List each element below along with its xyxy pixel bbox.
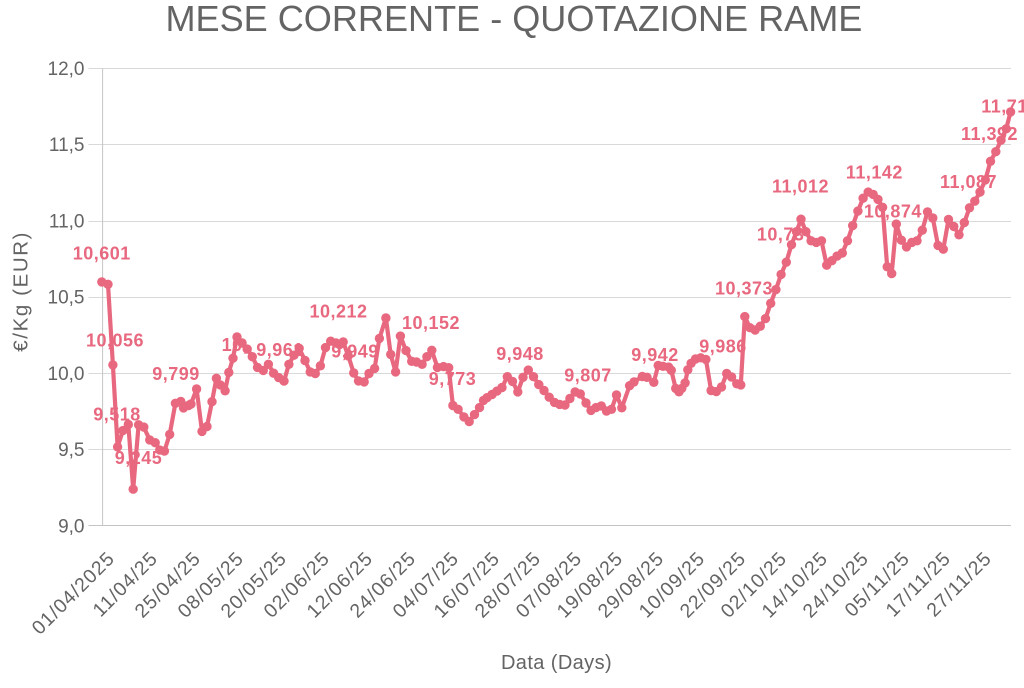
- svg-text:12,0: 12,0: [48, 59, 85, 80]
- svg-text:11,5: 11,5: [49, 135, 85, 156]
- svg-text:9,799: 9,799: [152, 364, 200, 384]
- svg-text:10,373: 10,373: [715, 279, 773, 299]
- svg-text:9,942: 9,942: [631, 345, 679, 365]
- svg-text:9,986: 9,986: [699, 337, 747, 357]
- svg-text:10,152: 10,152: [402, 313, 460, 333]
- svg-text:10,874: 10,874: [864, 201, 922, 221]
- svg-text:9,773: 9,773: [429, 369, 477, 389]
- svg-text:11,012: 11,012: [772, 177, 829, 197]
- svg-text:9,807: 9,807: [564, 366, 612, 386]
- svg-text:11,716: 11,716: [981, 97, 1024, 117]
- svg-text:10,056: 10,056: [86, 331, 144, 351]
- svg-text:10,601: 10,601: [73, 244, 131, 264]
- svg-text:11,0: 11,0: [49, 211, 85, 232]
- svg-text:Data (Days): Data (Days): [501, 652, 612, 674]
- svg-text:9,245: 9,245: [115, 448, 163, 468]
- svg-text:€/Kg (EUR): €/Kg (EUR): [10, 231, 33, 352]
- svg-text:10,0: 10,0: [48, 364, 85, 385]
- svg-text:10,212: 10,212: [309, 302, 367, 322]
- svg-text:9,0: 9,0: [58, 516, 84, 537]
- svg-text:MESE CORRENTE - QUOTAZIONE RAM: MESE CORRENTE - QUOTAZIONE RAME: [165, 0, 862, 39]
- svg-text:9,948: 9,948: [496, 344, 544, 364]
- svg-text:10,5: 10,5: [48, 288, 85, 309]
- svg-text:9,5: 9,5: [58, 440, 84, 461]
- svg-text:11,142: 11,142: [846, 162, 903, 182]
